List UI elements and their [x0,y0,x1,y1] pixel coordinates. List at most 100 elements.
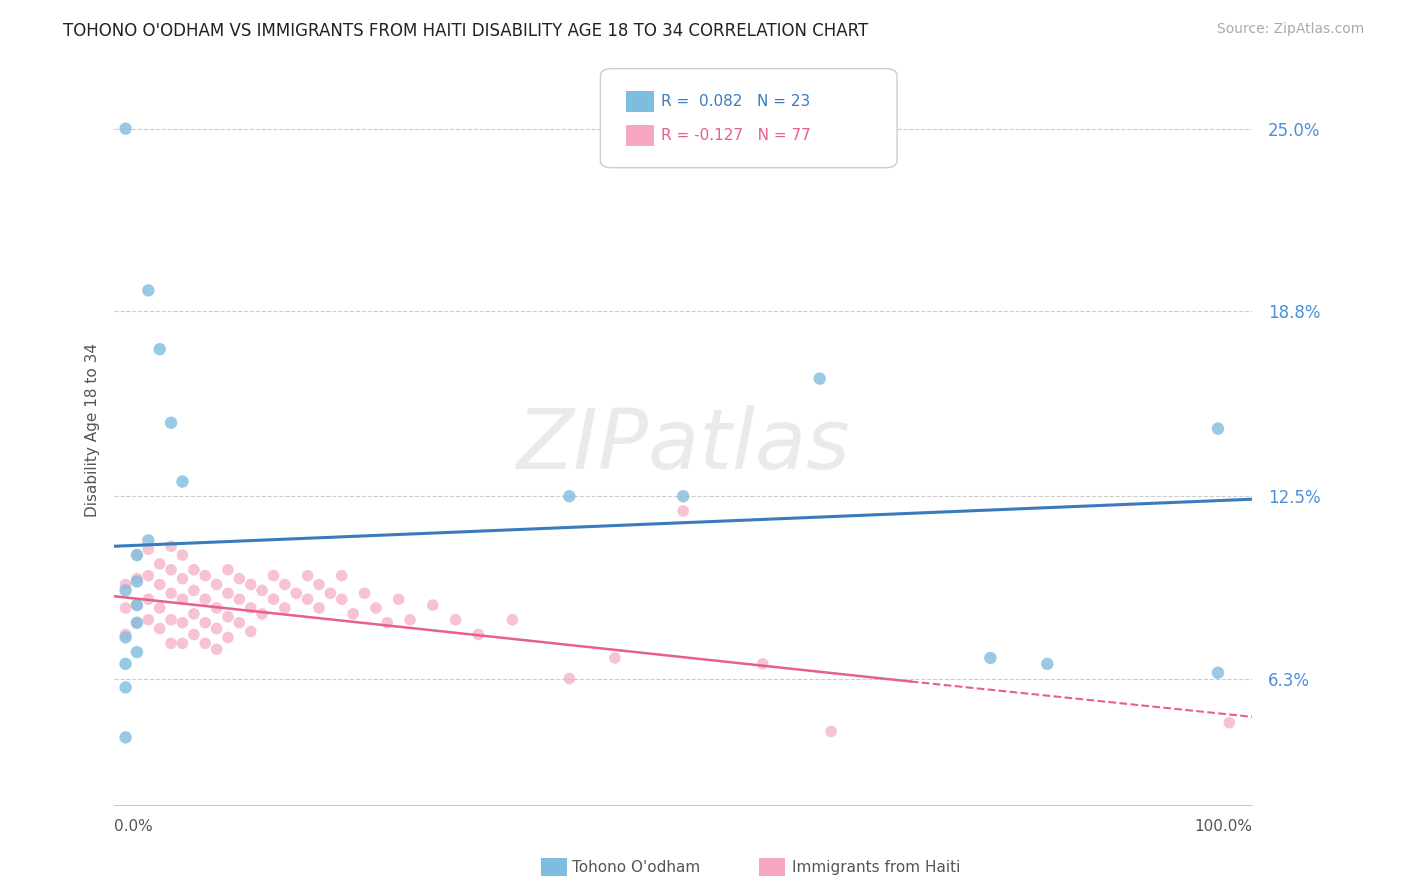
Point [194,636,217,650]
Point [114,657,136,671]
Point [388,592,411,607]
Point [114,681,136,695]
Point [136,568,159,582]
Point [125,548,148,562]
Point [172,615,194,630]
Point [217,610,239,624]
Point [250,607,273,621]
Point [672,489,695,503]
Point [263,592,285,607]
Point [330,568,353,582]
Point [239,601,262,615]
Point [330,592,353,607]
Point [172,548,194,562]
Point [136,284,159,298]
Point [808,371,831,385]
Point [172,475,194,489]
Point [183,627,205,641]
Point [194,568,217,582]
Point [375,615,398,630]
Point [160,563,183,577]
Point [297,568,319,582]
Point [125,572,148,586]
Point [125,548,148,562]
Point [558,672,581,686]
Point [308,577,330,591]
Point [422,598,444,612]
Point [274,577,297,591]
Point [263,568,285,582]
Point [183,563,205,577]
Point [183,583,205,598]
Point [228,615,250,630]
Point [114,121,136,136]
Text: ZIPatlas: ZIPatlas [516,405,851,485]
Point [183,607,205,621]
Point [399,613,422,627]
Point [160,586,183,600]
Point [136,542,159,557]
Point [752,657,775,671]
Point [285,586,308,600]
Point [353,586,375,600]
Text: R =  0.082   N = 23: R = 0.082 N = 23 [661,95,810,109]
Point [114,627,136,641]
Point [205,622,228,636]
Point [239,624,262,639]
Point [149,577,172,591]
Text: Tohono O'odham: Tohono O'odham [572,860,700,874]
Point [205,577,228,591]
Point [149,342,172,356]
Point [149,557,172,571]
Text: R = -0.127   N = 77: R = -0.127 N = 77 [661,128,811,143]
Text: TOHONO O'ODHAM VS IMMIGRANTS FROM HAITI DISABILITY AGE 18 TO 34 CORRELATION CHAR: TOHONO O'ODHAM VS IMMIGRANTS FROM HAITI … [63,22,869,40]
Point [125,574,148,589]
Text: Immigrants from Haiti: Immigrants from Haiti [792,860,960,874]
Point [194,592,217,607]
Point [136,613,159,627]
Point [1206,665,1229,680]
Point [114,577,136,591]
Point [114,631,136,645]
Point [114,583,136,598]
Point [217,563,239,577]
Point [160,539,183,553]
Point [172,592,194,607]
Point [228,592,250,607]
Point [136,592,159,607]
Point [125,645,148,659]
Point [205,642,228,657]
Point [160,416,183,430]
Point [308,601,330,615]
Point [672,504,695,518]
Text: 0.0%: 0.0% [114,819,153,833]
Point [125,598,148,612]
Point [274,601,297,615]
Point [558,489,581,503]
Point [160,613,183,627]
Point [149,622,172,636]
Point [228,572,250,586]
Point [1218,715,1240,730]
Point [172,636,194,650]
Point [160,636,183,650]
Y-axis label: Disability Age 18 to 34: Disability Age 18 to 34 [86,343,100,517]
Point [1206,422,1229,436]
Point [239,577,262,591]
Point [444,613,467,627]
Point [979,651,1001,665]
Point [125,598,148,612]
Point [1036,657,1059,671]
Point [820,724,842,739]
Point [125,615,148,630]
Point [501,613,523,627]
Point [319,586,342,600]
Point [172,572,194,586]
Point [297,592,319,607]
Text: 100.0%: 100.0% [1194,819,1253,833]
Point [217,586,239,600]
Point [603,651,626,665]
Point [114,601,136,615]
Point [125,615,148,630]
Point [364,601,387,615]
